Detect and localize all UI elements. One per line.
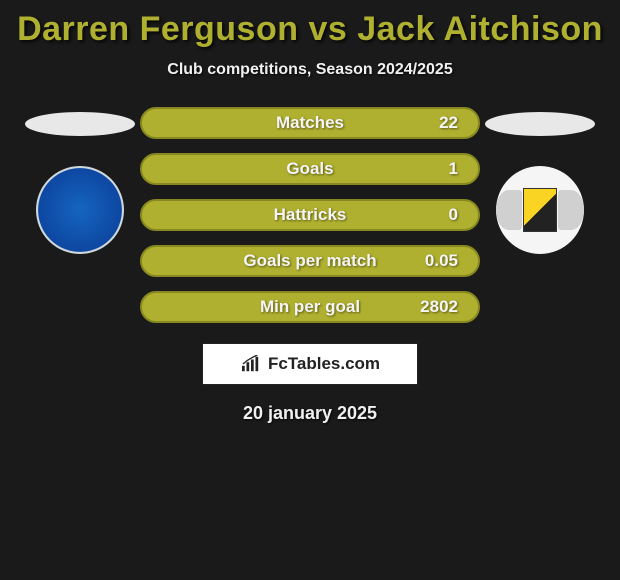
- subtitle: Club competitions, Season 2024/2025: [0, 61, 620, 79]
- stat-label: Goals per match: [243, 251, 376, 271]
- brand-attribution[interactable]: FcTables.com: [202, 343, 418, 385]
- stat-label: Goals: [286, 159, 333, 179]
- chart-icon: [240, 355, 262, 373]
- stat-bars: Matches 22 Goals 1 Hattricks 0 Goals per…: [140, 107, 480, 323]
- left-player-column: [20, 107, 140, 254]
- right-club-logo-icon: [496, 166, 584, 254]
- stat-value: 2802: [420, 297, 458, 317]
- stat-row-goals-per-match: Goals per match 0.05: [140, 245, 480, 277]
- brand-text: FcTables.com: [268, 354, 380, 374]
- crest-shield-icon: [523, 188, 557, 232]
- date-line: 20 january 2025: [0, 403, 620, 424]
- stat-value: 1: [449, 159, 458, 179]
- stat-label: Hattricks: [274, 205, 347, 225]
- player-silhouette-placeholder: [485, 112, 595, 136]
- comparison-card: Darren Ferguson vs Jack Aitchison Club c…: [0, 0, 620, 424]
- left-club-logo-icon: [36, 166, 124, 254]
- stat-value: 0: [449, 205, 458, 225]
- stat-row-hattricks: Hattricks 0: [140, 199, 480, 231]
- stat-value: 22: [439, 113, 458, 133]
- stat-row-matches: Matches 22: [140, 107, 480, 139]
- stat-row-goals: Goals 1: [140, 153, 480, 185]
- stat-label: Matches: [276, 113, 344, 133]
- stat-label: Min per goal: [260, 297, 360, 317]
- right-player-column: [480, 107, 600, 254]
- player-silhouette-placeholder: [25, 112, 135, 136]
- stats-section: Matches 22 Goals 1 Hattricks 0 Goals per…: [0, 107, 620, 323]
- stat-value: 0.05: [425, 251, 458, 271]
- stat-row-min-per-goal: Min per goal 2802: [140, 291, 480, 323]
- page-title: Darren Ferguson vs Jack Aitchison: [0, 10, 620, 49]
